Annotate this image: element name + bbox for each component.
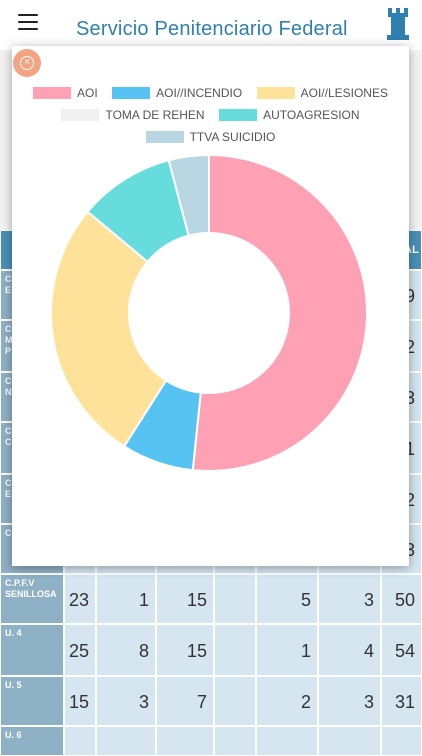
legend-row-1: AOI AOI//INCENDIO AOI//LESIONES <box>12 84 409 102</box>
table-cell: 3 <box>96 676 156 726</box>
legend-swatch <box>145 131 184 143</box>
table-cell <box>214 726 256 756</box>
table-cell <box>214 624 256 676</box>
legend-item-ttva-suicidio[interactable]: TTVA SUICIDIO <box>145 130 276 144</box>
table-cell: 5 <box>256 574 318 624</box>
legend-label: AOI//LESIONES <box>300 86 388 100</box>
table-cell: 3 <box>318 574 381 624</box>
table-cell: 25 <box>64 624 96 676</box>
legend-label: AUTOAGRESION <box>263 108 360 122</box>
hamburger-icon[interactable] <box>18 14 38 30</box>
chart-modal: AOI AOI//INCENDIO AOI//LESIONES TOMA DE … <box>12 46 409 566</box>
table-cell: 7 <box>156 676 214 726</box>
legend-row-2: TOMA DE REHEN AUTOAGRESION <box>12 106 409 124</box>
table-cell: 2 <box>256 676 318 726</box>
table-row-header: U. 4 <box>0 624 64 676</box>
legend-swatch <box>33 87 72 99</box>
donut-slice-aoi-lesiones[interactable] <box>50 210 168 448</box>
table-cell: 31 <box>381 676 422 726</box>
close-button[interactable]: × <box>13 49 41 77</box>
table-cell: 3 <box>318 676 381 726</box>
page-title: Servicio Penitenciario Federal <box>76 18 348 40</box>
tower-icon <box>387 8 409 40</box>
table-cell: 15 <box>156 624 214 676</box>
legend-item-aoi[interactable]: AOI <box>33 86 98 100</box>
close-icon: × <box>20 56 34 70</box>
table-cell <box>256 726 318 756</box>
legend-swatch <box>219 109 258 121</box>
donut-chart <box>50 153 368 472</box>
donut-slice-ttva-suicidio[interactable] <box>167 153 210 237</box>
table-cell <box>214 574 256 624</box>
table-cell: 54 <box>381 624 422 676</box>
table-cell <box>96 726 156 756</box>
table-cell <box>214 676 256 726</box>
table-row-header: U. 6 <box>0 726 64 756</box>
legend-row-3: TTVA SUICIDIO <box>12 128 409 146</box>
donut-slice-aoi[interactable] <box>191 153 368 472</box>
table-cell <box>64 726 96 756</box>
table-cell: 4 <box>318 624 381 676</box>
legend-label: AOI <box>77 86 98 100</box>
legend-label: AOI//INCENDIO <box>156 86 243 100</box>
legend-swatch <box>112 87 151 99</box>
legend-item-aoi-incendio[interactable]: AOI//INCENDIO <box>112 86 242 100</box>
legend-item-aoi-lesiones[interactable]: AOI//LESIONES <box>256 86 388 100</box>
legend-swatch <box>61 109 100 121</box>
table-cell: 1 <box>96 574 156 624</box>
table-cell: 50 <box>381 574 422 624</box>
table-cell <box>318 726 381 756</box>
legend-item-autoagresion[interactable]: AUTOAGRESION <box>219 108 360 122</box>
table-cell: 15 <box>64 676 96 726</box>
legend-swatch <box>256 87 295 99</box>
table-row-header: C.P.F.V SENILLOSA <box>0 574 64 624</box>
table-cell <box>381 726 422 756</box>
legend-item-toma-de-rehen[interactable]: TOMA DE REHEN <box>61 108 205 122</box>
legend-label: TTVA SUICIDIO <box>189 130 276 144</box>
table-cell: 8 <box>96 624 156 676</box>
table-cell <box>156 726 214 756</box>
table-cell: 23 <box>64 574 96 624</box>
legend-label: TOMA DE REHEN <box>105 108 205 122</box>
table-cell: 1 <box>256 624 318 676</box>
app-header: Servicio Penitenciario Federal <box>0 0 422 50</box>
table-row-header: U. 5 <box>0 676 64 726</box>
table-cell: 15 <box>156 574 214 624</box>
